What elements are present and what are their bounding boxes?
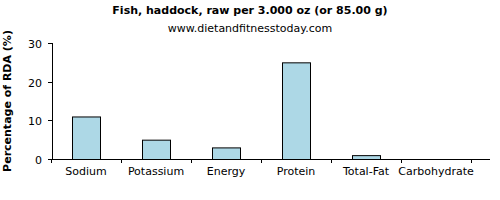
x-tick-label: Protein — [277, 165, 316, 178]
x-tick-label: Energy — [207, 165, 246, 178]
bar — [283, 63, 311, 159]
x-axis-line — [52, 159, 490, 160]
x-tick — [471, 159, 472, 163]
y-tick-label: 30 — [28, 38, 42, 51]
chart: Fish, haddock, raw per 3.000 oz (or 85.0… — [0, 0, 500, 200]
y-tick — [48, 82, 52, 83]
y-tick — [48, 43, 52, 44]
x-tick-label: Sodium — [65, 165, 106, 178]
title: Fish, haddock, raw per 3.000 oz (or 85.0… — [112, 4, 387, 17]
y-tick-label: 10 — [28, 115, 42, 128]
x-tick — [51, 159, 52, 163]
x-tick-label: Carbohydrate — [398, 165, 474, 178]
subtitle: www.dietandfitnesstoday.com — [168, 22, 332, 35]
x-tick — [401, 159, 402, 163]
x-tick — [331, 159, 332, 163]
bar — [73, 117, 101, 159]
x-tick — [121, 159, 122, 163]
y-tick-label: 20 — [28, 77, 42, 90]
y-axis-line — [52, 43, 53, 159]
bar — [353, 156, 381, 159]
x-tick — [191, 159, 192, 163]
y-tick-label: 0 — [35, 154, 42, 167]
bar — [213, 148, 241, 159]
x-tick-label: Potassium — [128, 165, 184, 178]
bars — [73, 63, 381, 159]
x-tick-label: Total-Fat — [342, 165, 390, 178]
bar — [143, 140, 171, 159]
y-axis-label: Percentage of RDA (%) — [1, 30, 14, 172]
y-tick — [48, 120, 52, 121]
x-tick — [261, 159, 262, 163]
